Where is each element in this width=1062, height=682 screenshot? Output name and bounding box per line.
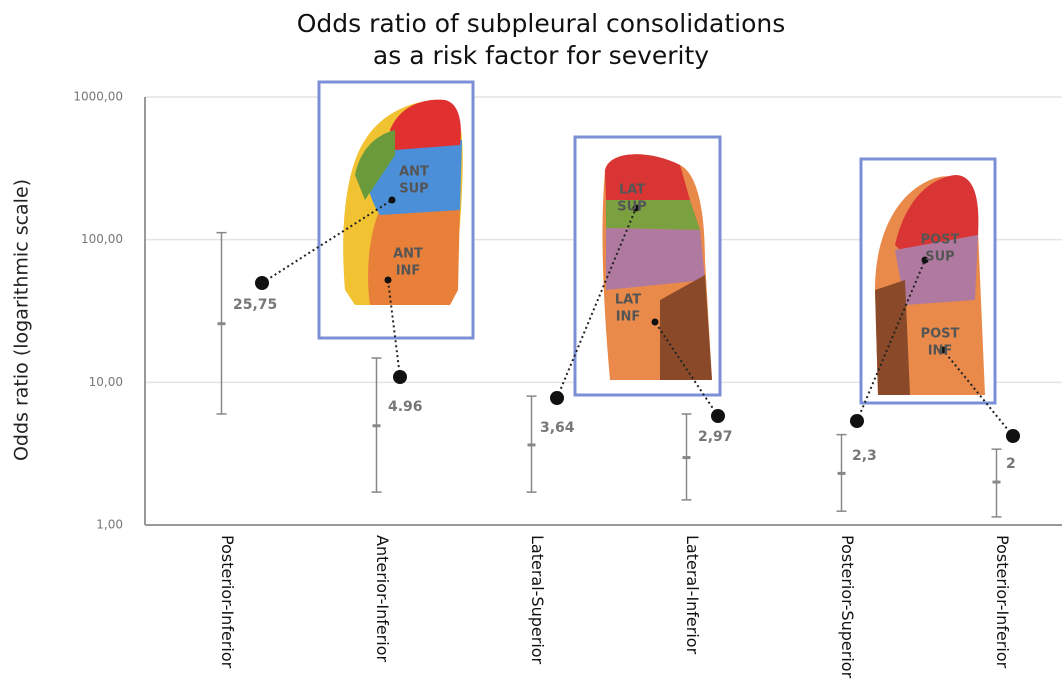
x-tick-label: Lateral-Superior [528,535,547,665]
region-label: SUP [925,250,954,265]
region-label: SUP [617,200,646,215]
x-tick-label: Posterior-Inferior [218,535,237,669]
x-tick-label: Posterior-Inferior [993,535,1012,669]
x-tick-label: Lateral-Inferior [683,535,702,655]
callout-end [389,197,396,204]
region-label: POST [921,233,960,248]
value-label: 25,75 [233,297,277,313]
y-tick-label: 10,00 [89,375,123,389]
chart: Odds ratio (logarithmic scale) 1,00 10,00… [0,0,1062,682]
region-label: LAT [615,293,641,308]
value-label: 3,64 [540,420,575,436]
y-axis-label: Odds ratio (logarithmic scale) [11,179,33,461]
callout-end [652,319,659,326]
value-label: 2,3 [852,448,877,464]
y-tick-label: 1,00 [96,518,123,532]
value-label: 2 [1006,456,1016,472]
callout-dot [393,370,407,384]
region-label: SUP [399,182,428,197]
callout-dot [550,391,564,405]
x-tick-label: Posterior-Superior [838,535,857,679]
region-label: LAT [619,183,645,198]
chart-title: Odds ratio of subpleural consolidations … [281,8,801,72]
region-label: ANT [399,165,429,180]
region-label: ANT [393,247,423,262]
callout-dot [850,414,864,428]
x-tick-label: Anterior-Inferior [373,535,392,662]
callout-dot [255,276,269,290]
lung-illustration [319,82,995,403]
y-tick-label: 100,00 [81,232,123,246]
region-label: INF [616,310,641,325]
page: Odds ratio (logarithmic scale) 1,00 10,00… [0,0,1062,682]
callout-dot [711,409,725,423]
y-tick-label: 1000,00 [73,90,123,104]
value-label: 2,97 [698,429,733,445]
region-label: INF [928,344,953,359]
value-label: 4.96 [388,399,423,415]
callout-dot [1006,429,1020,443]
region-label: POST [921,327,960,342]
callout-end [385,277,392,284]
region-label: INF [396,264,421,279]
